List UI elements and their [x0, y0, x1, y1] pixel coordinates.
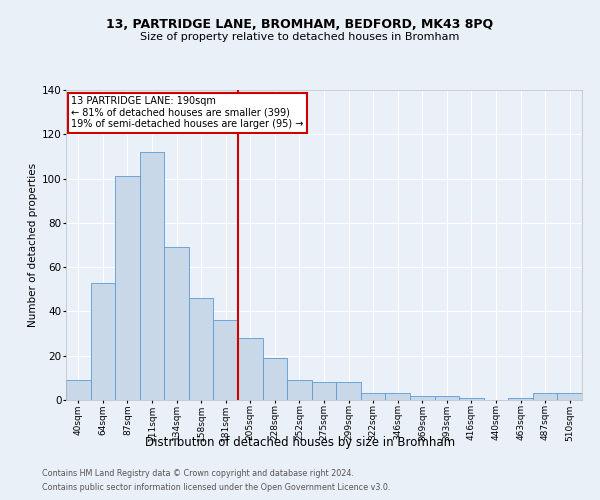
- Bar: [361, 394, 385, 400]
- Bar: [214, 320, 238, 400]
- Text: Distribution of detached houses by size in Bromham: Distribution of detached houses by size …: [145, 436, 455, 449]
- Bar: [263, 358, 287, 400]
- Bar: [140, 152, 164, 400]
- Text: Contains HM Land Registry data © Crown copyright and database right 2024.: Contains HM Land Registry data © Crown c…: [42, 468, 354, 477]
- Text: 13, PARTRIDGE LANE, BROMHAM, BEDFORD, MK43 8PQ: 13, PARTRIDGE LANE, BROMHAM, BEDFORD, MK…: [106, 18, 494, 30]
- Y-axis label: Number of detached properties: Number of detached properties: [28, 163, 38, 327]
- Bar: [164, 247, 189, 400]
- Bar: [189, 298, 214, 400]
- Bar: [91, 282, 115, 400]
- Bar: [533, 394, 557, 400]
- Text: 13 PARTRIDGE LANE: 190sqm
← 81% of detached houses are smaller (399)
19% of semi: 13 PARTRIDGE LANE: 190sqm ← 81% of detac…: [71, 96, 304, 130]
- Bar: [238, 338, 263, 400]
- Bar: [336, 382, 361, 400]
- Bar: [508, 398, 533, 400]
- Text: Contains public sector information licensed under the Open Government Licence v3: Contains public sector information licen…: [42, 484, 391, 492]
- Bar: [66, 380, 91, 400]
- Bar: [287, 380, 312, 400]
- Bar: [115, 176, 140, 400]
- Bar: [410, 396, 434, 400]
- Bar: [557, 394, 582, 400]
- Bar: [459, 398, 484, 400]
- Bar: [312, 382, 336, 400]
- Bar: [385, 394, 410, 400]
- Bar: [434, 396, 459, 400]
- Text: Size of property relative to detached houses in Bromham: Size of property relative to detached ho…: [140, 32, 460, 42]
